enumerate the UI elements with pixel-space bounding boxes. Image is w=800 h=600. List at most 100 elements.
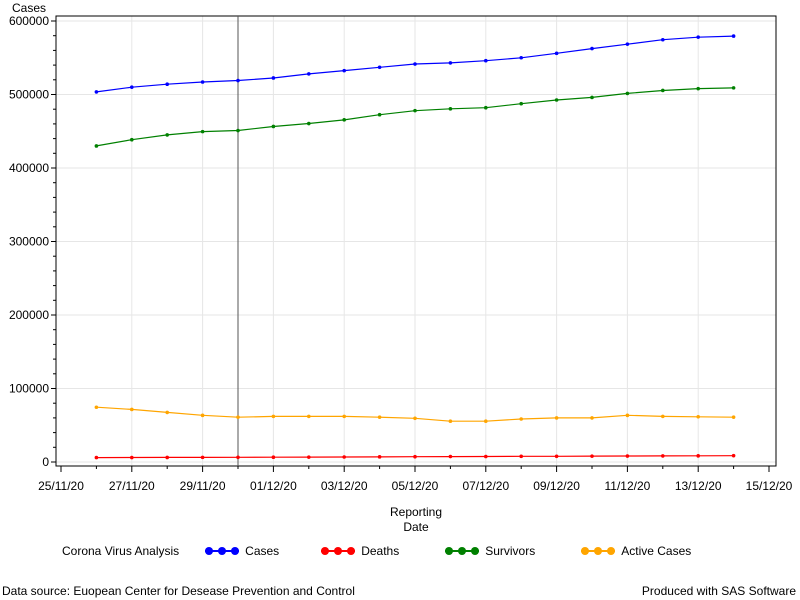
line-chart: 0 100000 200000 300000 400000 500000 600000 25/… xyxy=(9,1,793,534)
data-point-deaths xyxy=(590,454,594,458)
data-point-active-cases xyxy=(413,416,417,421)
data-point-deaths xyxy=(377,455,382,459)
data-point-survivors xyxy=(448,107,453,111)
legend-symbol-cases xyxy=(205,545,240,557)
data-point-active-cases xyxy=(696,414,700,419)
data-point-deaths xyxy=(413,454,417,459)
data-point-survivors xyxy=(519,101,523,106)
data-point-cases xyxy=(307,72,311,76)
data-point-cases xyxy=(484,58,488,63)
x-tick-label: 05/12/20 xyxy=(392,479,439,493)
data-point-survivors xyxy=(94,144,99,148)
data-point-cases xyxy=(448,61,453,65)
data-point-active-cases xyxy=(307,414,311,419)
data-point-active-cases xyxy=(130,407,134,412)
data-point-survivors xyxy=(625,91,630,96)
data-point-cases xyxy=(696,35,700,39)
data-point-survivors xyxy=(130,137,134,142)
data-point-survivors xyxy=(342,118,347,122)
data-point-cases xyxy=(342,68,347,73)
data-point-deaths xyxy=(519,454,523,459)
data-point-deaths xyxy=(342,455,347,459)
data-point-deaths xyxy=(484,454,488,459)
legend-item-active-cases: Active Cases xyxy=(581,544,691,558)
data-point-deaths xyxy=(554,454,559,459)
data-point-survivors xyxy=(200,129,205,134)
data-point-survivors xyxy=(271,124,276,129)
x-tick-label: 27/11/20 xyxy=(109,479,155,493)
data-point-deaths xyxy=(200,455,205,460)
data-point-active-cases xyxy=(200,413,205,418)
produced-with-note: Produced with SAS Software xyxy=(641,584,796,598)
legend-label-cases: Cases xyxy=(245,544,280,558)
y-tick-label: 500000 xyxy=(9,88,49,102)
data-point-deaths xyxy=(661,454,665,458)
x-tick-label: 01/12/20 xyxy=(250,479,297,493)
data-point-active-cases xyxy=(377,415,382,419)
data-point-survivors xyxy=(413,108,417,113)
data-point-active-cases xyxy=(342,414,347,419)
data-point-cases xyxy=(661,37,665,42)
data-point-survivors xyxy=(590,95,594,100)
data-point-survivors xyxy=(554,98,559,102)
legend-item-cases: Cases xyxy=(205,544,279,558)
data-point-deaths xyxy=(94,455,99,460)
legend-title: Corona Virus Analysis xyxy=(62,544,180,558)
x-tick-label: 25/11/20 xyxy=(38,479,84,493)
y-tick-label: 300000 xyxy=(9,235,49,249)
data-point-active-cases xyxy=(448,419,453,424)
data-point-cases xyxy=(554,51,559,56)
legend-item-survivors: Survivors xyxy=(445,544,535,558)
x-axis-title: Reporting xyxy=(390,505,442,519)
data-point-deaths xyxy=(271,455,276,460)
data-point-survivors xyxy=(696,86,700,91)
data-point-deaths xyxy=(731,453,736,458)
data-point-active-cases xyxy=(519,417,523,421)
data-point-cases xyxy=(165,82,169,87)
data-point-active-cases xyxy=(484,419,488,424)
data-point-cases xyxy=(94,90,99,94)
legend: Corona Virus Analysis Cases Deaths Survi… xyxy=(62,544,715,558)
data-source-note: Data source: Euopean Center for Desease … xyxy=(2,584,355,598)
x-tick-label: 29/11/20 xyxy=(180,479,226,493)
data-point-cases xyxy=(413,62,417,66)
data-point-cases xyxy=(625,42,630,46)
data-point-survivors xyxy=(236,128,240,133)
y-tick-label: 600000 xyxy=(9,14,49,28)
data-point-cases xyxy=(377,65,382,70)
data-point-deaths xyxy=(448,454,453,459)
data-point-deaths xyxy=(696,454,700,458)
data-point-cases xyxy=(731,34,736,38)
data-point-deaths xyxy=(165,455,169,460)
y-axis-title: Cases xyxy=(12,1,46,15)
legend-item-deaths: Deaths xyxy=(321,544,399,558)
data-point-cases xyxy=(236,78,240,83)
data-point-active-cases xyxy=(271,414,276,419)
data-point-active-cases xyxy=(165,410,169,415)
data-point-survivors xyxy=(661,88,665,93)
data-point-cases xyxy=(200,80,205,84)
data-point-deaths xyxy=(307,455,311,459)
x-tick-label: 03/12/20 xyxy=(321,479,368,493)
legend-symbol-active-cases xyxy=(581,545,616,557)
data-point-survivors xyxy=(165,133,169,137)
legend-symbol-deaths xyxy=(321,545,356,557)
data-point-active-cases xyxy=(554,416,559,420)
legend-label-survivors: Survivors xyxy=(485,544,536,558)
data-point-deaths xyxy=(625,454,630,458)
data-point-active-cases xyxy=(661,414,665,419)
y-tick-label: 200000 xyxy=(9,308,49,322)
x-tick-label: 07/12/20 xyxy=(462,479,509,493)
data-point-cases xyxy=(130,85,134,89)
y-tick-label: 400000 xyxy=(9,161,49,175)
x-axis-title: Date xyxy=(403,520,429,534)
x-tick-label: 13/12/20 xyxy=(675,479,722,493)
data-point-deaths xyxy=(236,455,240,460)
data-point-deaths xyxy=(130,455,134,460)
data-point-cases xyxy=(590,46,594,51)
data-point-survivors xyxy=(731,86,736,90)
data-point-active-cases xyxy=(731,415,736,419)
data-point-active-cases xyxy=(94,405,99,410)
x-tick-label: 09/12/20 xyxy=(533,479,580,493)
data-point-survivors xyxy=(377,112,382,117)
